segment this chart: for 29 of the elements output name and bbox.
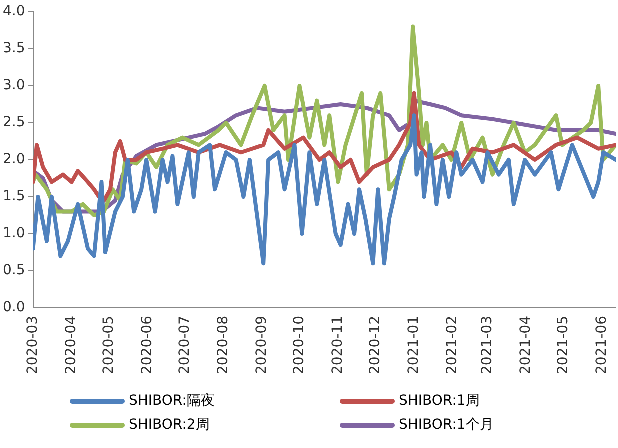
y-tick-label: 3.0 bbox=[3, 78, 26, 94]
x-tick-label: 2021-01 bbox=[406, 316, 422, 374]
x-tick-label: 2020-09 bbox=[254, 316, 270, 374]
y-tick-label: 2.0 bbox=[3, 152, 26, 168]
x-tick-label: 2020-10 bbox=[291, 316, 308, 374]
y-tick-label: 4.0 bbox=[3, 4, 26, 20]
legend-label: SHIBOR:隔夜 bbox=[129, 392, 215, 410]
x-tick-label: 2020-03 bbox=[24, 316, 41, 374]
x-tick-label: 2020-07 bbox=[176, 316, 193, 374]
x-tick-label: 2021-02 bbox=[444, 316, 461, 374]
x-tick-label: 2021-03 bbox=[479, 316, 496, 374]
legend-label: SHIBOR:2周 bbox=[129, 416, 210, 434]
legend-label: SHIBOR:1个月 bbox=[399, 416, 494, 434]
y-tick-label: 1.0 bbox=[3, 226, 26, 242]
x-tick-label: 2020-05 bbox=[100, 316, 117, 374]
x-tick-label: 2020-08 bbox=[215, 316, 232, 374]
x-tick-label: 2021-06 bbox=[594, 316, 610, 374]
x-tick-label: 2020-06 bbox=[139, 316, 156, 374]
y-tick-label: 2.5 bbox=[3, 114, 26, 131]
y-tick-label: 3.5 bbox=[3, 40, 26, 57]
y-tick-label: 0.5 bbox=[3, 262, 26, 279]
x-tick-label: 2020-04 bbox=[64, 316, 80, 374]
x-tick-label: 2020-11 bbox=[330, 316, 346, 374]
y-tick-label: 1.5 bbox=[3, 188, 26, 205]
y-tick-label: 0.0 bbox=[3, 300, 26, 316]
x-tick-label: 2021-04 bbox=[518, 316, 534, 374]
x-tick-label: 2021-05 bbox=[555, 316, 572, 374]
x-tick-label: 2020-12 bbox=[367, 316, 384, 374]
legend-label: SHIBOR:1周 bbox=[399, 392, 480, 410]
